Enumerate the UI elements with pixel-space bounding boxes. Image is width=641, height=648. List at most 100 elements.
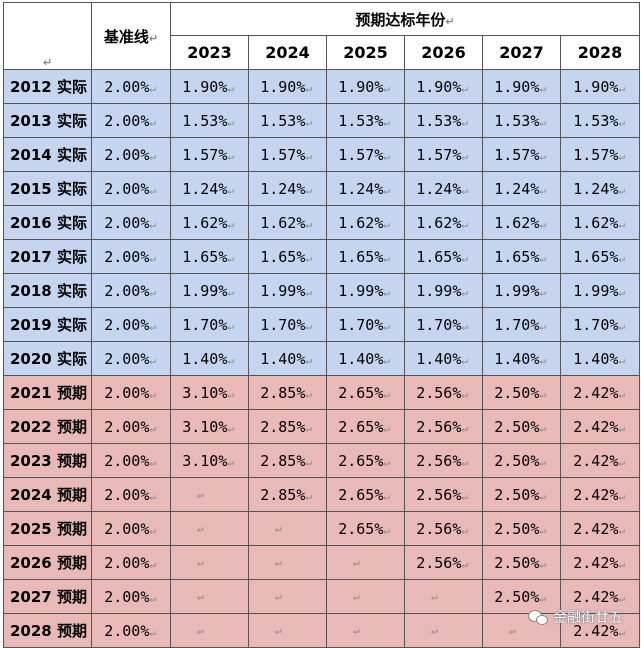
value-cell: 1.90%↵	[559, 69, 641, 104]
value-cell: 2.50%↵	[482, 375, 561, 410]
row-label: 2026 预期	[3, 545, 92, 580]
value-cell: 1.24%↵	[326, 171, 405, 206]
value-cell: 1.70%↵	[404, 307, 483, 342]
table-row: 2025 预期 2.00%↵ ↵ ↵ 2.65%↵ 2.56%↵ 2.50%↵ 2.42%↵	[3, 511, 641, 546]
value-cell: 2.50%↵	[482, 409, 561, 444]
value-cell: ↵	[170, 579, 249, 614]
year-header-2023: 2023	[170, 35, 249, 70]
row-label: 2025 预期	[3, 511, 92, 546]
value-cell: 1.53%↵	[170, 103, 249, 138]
value-cell: 2.42%↵	[559, 477, 641, 512]
table-row: 2017 实际 2.00%↵ 1.65%↵ 1.65%↵ 1.65%↵ 1.65%↵ 1.6…	[3, 239, 641, 274]
baseline-cell: 2.00%↵	[91, 511, 171, 546]
value-cell: 1.90%↵	[170, 69, 249, 104]
table-row: 2024 预期 2.00%↵ ↵ 2.85%↵ 2.65%↵ 2.56%↵ 2.50%↵ 2.…	[3, 477, 641, 512]
value-cell: 2.42%↵	[559, 545, 641, 580]
table-row: 2012 实际 2.00%↵ 1.90%↵ 1.90%↵ 1.90%↵ 1.90%↵ 1.9…	[3, 69, 641, 104]
value-cell: 1.53%↵	[248, 103, 327, 138]
table-body: 2012 实际 2.00%↵ 1.90%↵ 1.90%↵ 1.90%↵ 1.90%↵ 1.9…	[3, 69, 641, 648]
baseline-cell: 2.00%↵	[91, 171, 171, 206]
baseline-cell: 2.00%↵	[91, 341, 171, 376]
value-cell: 1.40%↵	[482, 341, 561, 376]
table-row: 2016 实际 2.00%↵ 1.62%↵ 1.62%↵ 1.62%↵ 1.62%↵ 1.6…	[3, 205, 641, 240]
baseline-cell: 2.00%↵	[91, 545, 171, 580]
value-cell: 1.24%↵	[559, 171, 641, 206]
value-cell: 1.57%↵	[559, 137, 641, 172]
table-row: 2022 预期 2.00%↵ 3.10%↵ 2.85%↵ 2.65%↵ 2.56%↵ 2.5…	[3, 409, 641, 444]
value-cell: 1.99%↵	[248, 273, 327, 308]
value-cell: 2.50%↵	[482, 545, 561, 580]
value-cell: 1.99%↵	[559, 273, 641, 308]
year-header-2028: 2028	[559, 35, 641, 70]
baseline-cell: 2.00%↵	[91, 375, 171, 410]
value-cell: 1.70%↵	[170, 307, 249, 342]
baseline-cell: 2.00%↵	[91, 443, 171, 478]
value-cell: 3.10%↵	[170, 443, 249, 478]
row-label: 2021 预期	[3, 375, 92, 410]
value-cell: 2.85%↵	[248, 409, 327, 444]
value-cell: ↵	[248, 511, 327, 546]
value-cell: 1.53%↵	[482, 103, 561, 138]
value-cell: 2.56%↵	[404, 409, 483, 444]
table-row: 2019 实际 2.00%↵ 1.70%↵ 1.70%↵ 1.70%↵ 1.70%↵ 1.7…	[3, 307, 641, 342]
value-cell: 1.62%↵	[170, 205, 249, 240]
value-cell: 1.70%↵	[482, 307, 561, 342]
value-cell: 2.50%↵	[482, 579, 561, 614]
value-cell: ↵	[326, 579, 405, 614]
value-cell: 1.62%↵	[404, 205, 483, 240]
value-cell: ↵	[248, 579, 327, 614]
value-cell: 1.65%↵	[248, 239, 327, 274]
value-cell: 1.57%↵	[170, 137, 249, 172]
value-cell: 2.42%↵	[559, 375, 641, 410]
value-cell: 1.40%↵	[326, 341, 405, 376]
value-cell: 2.65%↵	[326, 511, 405, 546]
value-cell: 2.85%↵	[248, 443, 327, 478]
value-cell: 1.24%↵	[248, 171, 327, 206]
value-cell: 1.90%↵	[248, 69, 327, 104]
year-header-row: 2023 2024 2025 2026 2027 2028	[4, 35, 641, 70]
row-label: 2018 实际	[3, 273, 92, 308]
value-cell: 1.62%↵	[559, 205, 641, 240]
value-cell: ↵	[248, 613, 327, 648]
table-row: 2021 预期 2.00%↵ 3.10%↵ 2.85%↵ 2.65%↵ 2.56%↵ 2.5…	[3, 375, 641, 410]
value-cell: 1.40%↵	[170, 341, 249, 376]
value-cell: 2.56%↵	[404, 545, 483, 580]
baseline-cell: 2.00%↵	[91, 307, 171, 342]
baseline-cell: 2.00%↵	[91, 239, 171, 274]
header-corner: ↵	[3, 2, 92, 70]
value-cell: 1.70%↵	[326, 307, 405, 342]
value-cell: 2.42%↵	[559, 511, 641, 546]
table-row: 2023 预期 2.00%↵ 3.10%↵ 2.85%↵ 2.65%↵ 2.56%↵ 2.5…	[3, 443, 641, 478]
value-cell: 1.57%↵	[326, 137, 405, 172]
year-header-2027: 2027	[482, 35, 561, 70]
inflation-table: ↵ 基准线↵ 预期达标年份↵ 2023 2024 2025 2026 2027 2028 …	[3, 2, 641, 648]
table-row: 2014 实际 2.00%↵ 1.57%↵ 1.57%↵ 1.57%↵ 1.57%↵ 1.5…	[3, 137, 641, 172]
value-cell: 1.65%↵	[170, 239, 249, 274]
row-label: 2016 实际	[3, 205, 92, 240]
value-cell: 2.56%↵	[404, 511, 483, 546]
value-cell: 1.57%↵	[404, 137, 483, 172]
row-label: 2027 预期	[3, 579, 92, 614]
value-cell: 2.85%↵	[248, 477, 327, 512]
value-cell: 1.70%↵	[248, 307, 327, 342]
value-cell: 1.99%↵	[404, 273, 483, 308]
value-cell: 1.62%↵	[248, 205, 327, 240]
value-cell: 2.65%↵	[326, 375, 405, 410]
value-cell: 2.65%↵	[326, 443, 405, 478]
wechat-icon	[528, 609, 548, 625]
value-cell: 1.90%↵	[404, 69, 483, 104]
value-cell: 1.40%↵	[248, 341, 327, 376]
value-cell: 1.99%↵	[326, 273, 405, 308]
value-cell: 2.42%↵	[559, 409, 641, 444]
value-cell: 1.40%↵	[559, 341, 641, 376]
value-cell: 1.57%↵	[482, 137, 561, 172]
value-cell: 2.50%↵	[482, 511, 561, 546]
table-row: 2026 预期 2.00%↵ ↵ ↵ ↵ 2.56%↵ 2.50%↵ 2.42%↵	[3, 545, 641, 580]
value-cell: 2.56%↵	[404, 375, 483, 410]
table-row: 2020 实际 2.00%↵ 1.40%↵ 1.40%↵ 1.40%↵ 1.40%↵ 1.4…	[3, 341, 641, 376]
baseline-cell: 2.00%↵	[91, 409, 171, 444]
value-cell: ↵	[170, 613, 249, 648]
row-label: 2019 实际	[3, 307, 92, 342]
baseline-cell: 2.00%↵	[91, 613, 171, 648]
row-label: 2012 实际	[3, 69, 92, 104]
